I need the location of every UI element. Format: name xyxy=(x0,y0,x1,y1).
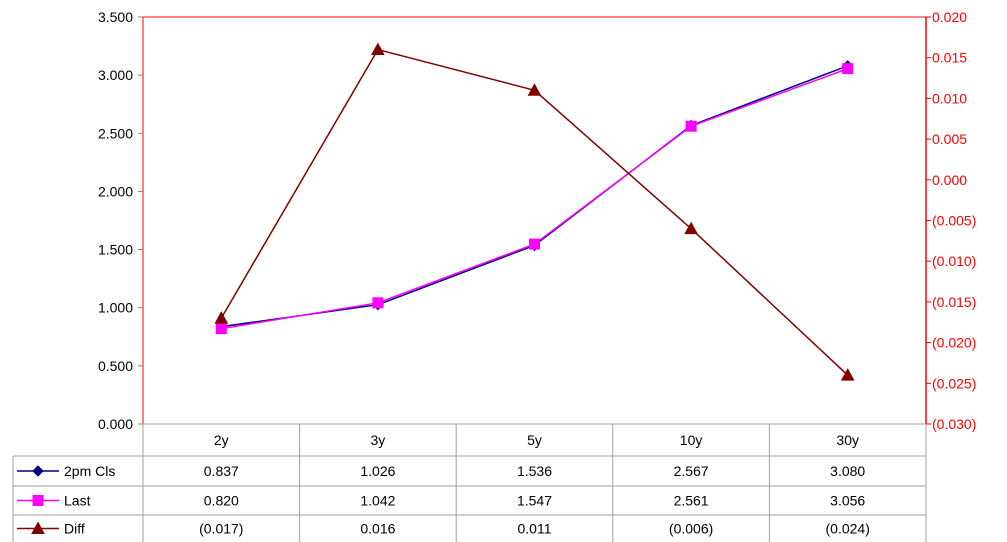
right-tick-label: 0.000 xyxy=(932,172,967,188)
data-point-last xyxy=(842,63,854,75)
data-point-diff xyxy=(371,42,385,56)
data-point-last xyxy=(685,120,697,132)
legend-key-marker-last xyxy=(32,495,44,506)
legend-key-marker-2pm-cls xyxy=(32,465,44,477)
right-y-axis: (0.030) (0.025) (0.020) (0.015) (0.010) (0.00… xyxy=(925,9,976,432)
data-point-diff xyxy=(214,311,229,324)
table-value-2pm-cls: 0.837 xyxy=(204,463,239,479)
data-point-diff xyxy=(684,221,698,235)
table-value-diff: (0.017) xyxy=(199,521,243,537)
right-tick-label: (0.005) xyxy=(932,213,976,229)
table-value-diff: 0.016 xyxy=(360,521,395,537)
data-point-last xyxy=(529,238,540,250)
plot-area xyxy=(142,16,926,424)
table-value-last: 2.561 xyxy=(674,493,709,509)
left-tick-label: 1.000 xyxy=(98,300,133,316)
right-tick-label: (0.010) xyxy=(932,253,976,269)
right-tick-label: (0.020) xyxy=(932,335,976,351)
table-value-2pm-cls: 1.026 xyxy=(360,463,395,479)
left-tick-label: 1.500 xyxy=(98,242,133,258)
table-value-last: 3.056 xyxy=(830,493,865,509)
data-point-diff xyxy=(527,83,542,96)
data-point-diff xyxy=(840,368,855,381)
table-value-2pm-cls: 1.536 xyxy=(517,463,552,479)
data-point-last xyxy=(372,297,384,309)
right-tick-label: 0.010 xyxy=(932,90,967,106)
legend-key-marker-diff xyxy=(31,521,45,534)
table-value-diff: (0.006) xyxy=(669,521,713,537)
category-label: 10y xyxy=(680,432,703,448)
table-value-2pm-cls: 2.567 xyxy=(674,463,709,479)
legend-label-last: Last xyxy=(64,493,91,509)
left-tick-label: 0.000 xyxy=(98,416,133,432)
table-value-last: 1.042 xyxy=(360,493,395,509)
table-value-diff: (0.024) xyxy=(826,521,870,537)
plot-background xyxy=(143,17,926,424)
legend-label-diff: Diff xyxy=(64,521,85,537)
left-tick-label: 3.500 xyxy=(98,9,133,25)
left-tick-label: 3.000 xyxy=(98,67,133,83)
right-tick-label: (0.015) xyxy=(932,294,976,310)
left-tick-label: 0.500 xyxy=(98,358,133,374)
category-label: 30y xyxy=(836,432,859,448)
category-label: 3y xyxy=(371,432,386,448)
right-tick-label: 0.020 xyxy=(932,9,967,25)
left-y-axis: 0.000 0.500 1.000 1.500 2.000 2.500 3.000 3.500 xyxy=(98,9,143,432)
right-tick-label: 0.005 xyxy=(932,131,967,147)
right-tick-label: (0.025) xyxy=(932,375,976,391)
category-label: 2y xyxy=(214,432,229,448)
series-layer xyxy=(214,42,855,381)
right-tick-label: (0.030) xyxy=(932,416,976,432)
table-value-diff: 0.011 xyxy=(518,521,552,537)
data-point-last xyxy=(215,323,227,335)
legend-label-2pm-cls: 2pm Cls xyxy=(64,463,115,479)
left-tick-label: 2.000 xyxy=(98,183,133,199)
table-value-last: 0.820 xyxy=(204,493,239,509)
right-tick-label: 0.015 xyxy=(932,50,967,66)
table-value-last: 1.547 xyxy=(517,493,552,509)
left-tick-label: 2.500 xyxy=(98,125,133,141)
table-value-2pm-cls: 3.080 xyxy=(830,463,865,479)
category-label: 5y xyxy=(527,432,542,448)
data-table: 2y 3y 5y 10y 30y 2pm Cls 0.837 1.026 1.536 2.567 3… xyxy=(12,423,927,542)
